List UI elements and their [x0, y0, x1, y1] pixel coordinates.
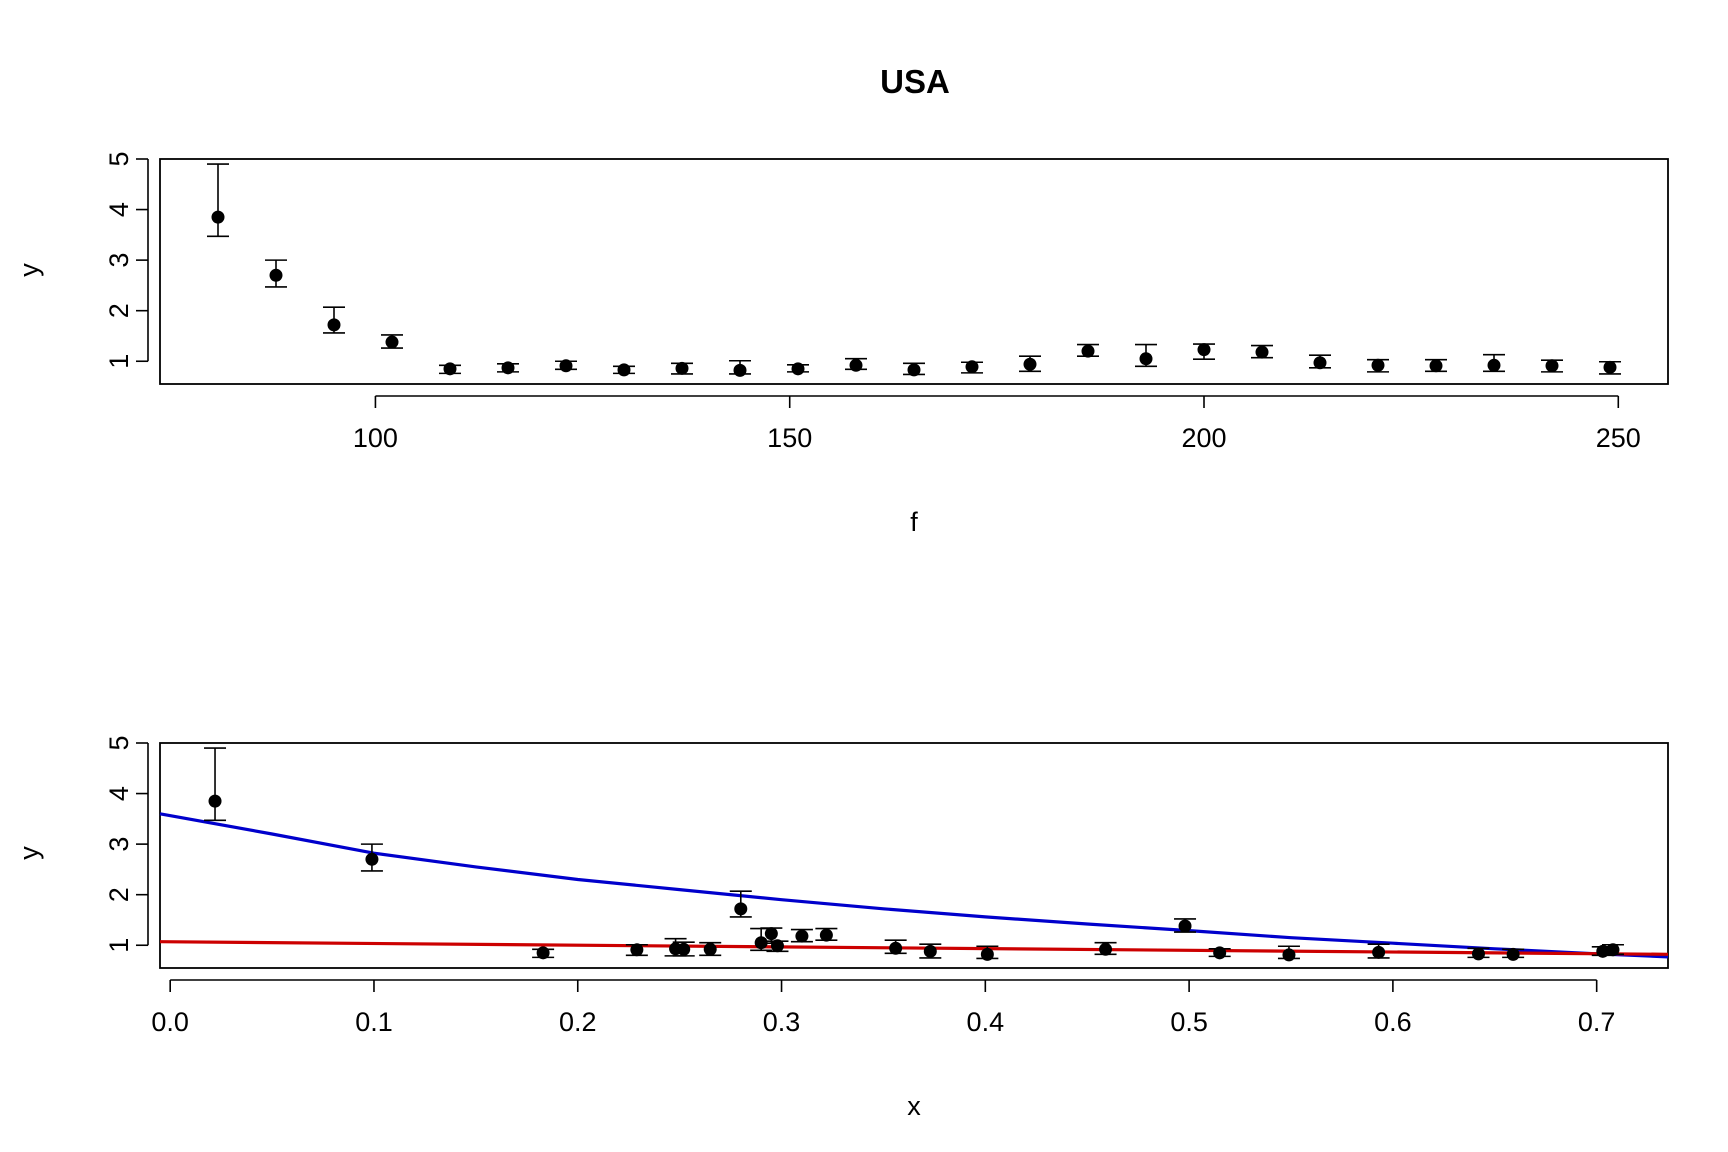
y-tick-label: 5	[104, 735, 134, 750]
y-tick-label: 4	[104, 202, 134, 217]
data-point	[819, 928, 833, 942]
data-point	[385, 335, 399, 349]
data-point	[536, 946, 550, 960]
y-tick-label: 3	[104, 253, 134, 268]
data-point	[1023, 357, 1037, 371]
y-axis: 1 2 3 4 5	[104, 735, 149, 953]
data-point	[1282, 948, 1296, 962]
data-point	[791, 362, 805, 376]
data-point	[764, 927, 778, 941]
y-tick-label: 2	[104, 887, 134, 902]
data-point	[795, 929, 809, 943]
data-point	[677, 942, 691, 956]
data-point	[1099, 942, 1113, 956]
data-point	[327, 318, 341, 332]
data-point	[1545, 359, 1559, 373]
x-tick-label: 150	[767, 423, 812, 453]
data-point	[703, 942, 717, 956]
data-point	[675, 361, 689, 375]
data-point	[1506, 947, 1520, 961]
data-point	[1372, 945, 1386, 959]
x-tick-label: 0.4	[967, 1007, 1005, 1037]
y-tick-label: 5	[104, 151, 134, 166]
x-axis-title: f	[910, 507, 918, 537]
y-axis-title: y	[14, 846, 44, 860]
data-series	[207, 163, 1621, 377]
data-point	[365, 852, 379, 866]
bottom-panel: x y 0.0 0.1 0.2 0.3 0.4 0.5 0.6 0.7 1 2 3 4 5	[14, 735, 1669, 1121]
x-axis-title: x	[907, 1091, 921, 1121]
data-point	[1429, 359, 1443, 373]
plot-frame	[159, 158, 1669, 385]
fit-curve-blue	[159, 812, 1669, 959]
top-panel: f y 100 150 200 250 1 2 3 4 5	[14, 151, 1669, 537]
data-point	[630, 943, 644, 957]
data-point	[907, 363, 921, 377]
x-tick-label: 0.0	[151, 1007, 189, 1037]
y-axis-title: y	[14, 263, 44, 277]
y-tick-label: 4	[104, 786, 134, 801]
data-point	[1371, 358, 1385, 372]
x-tick-label: 0.3	[763, 1007, 801, 1037]
x-tick-label: 0.7	[1578, 1007, 1616, 1037]
x-tick-label: 0.5	[1170, 1007, 1208, 1037]
data-point	[734, 902, 748, 916]
data-point	[733, 363, 747, 377]
data-point	[1471, 947, 1485, 961]
x-tick-label: 200	[1181, 423, 1226, 453]
data-point	[1606, 943, 1620, 957]
data-point	[849, 358, 863, 372]
y-tick-label: 1	[104, 354, 134, 369]
data-point	[1213, 946, 1227, 960]
y-tick-label: 1	[104, 938, 134, 953]
data-point	[559, 359, 573, 373]
data-point	[980, 947, 994, 961]
data-point	[1255, 345, 1269, 359]
data-point	[211, 210, 225, 224]
x-axis: 100 150 200 250	[353, 395, 1641, 453]
x-tick-label: 0.6	[1374, 1007, 1412, 1037]
x-tick-label: 250	[1596, 423, 1641, 453]
y-tick-label: 2	[104, 303, 134, 318]
data-point	[208, 794, 222, 808]
x-tick-label: 0.1	[355, 1007, 393, 1037]
data-point	[889, 941, 903, 955]
data-point	[1178, 919, 1192, 933]
data-point	[1603, 360, 1617, 374]
fit-line-red	[159, 940, 1669, 956]
x-tick-label: 100	[353, 423, 398, 453]
plot-frame	[159, 742, 1669, 969]
y-axis: 1 2 3 4 5	[104, 151, 149, 369]
data-point	[923, 944, 937, 958]
data-point	[1487, 358, 1501, 372]
data-point	[770, 939, 784, 953]
y-tick-label: 3	[104, 837, 134, 852]
data-point	[443, 362, 457, 376]
data-point	[269, 268, 283, 282]
x-tick-label: 0.2	[559, 1007, 597, 1037]
data-point	[1081, 344, 1095, 358]
data-point	[1197, 343, 1211, 357]
data-point	[617, 363, 631, 377]
data-point	[965, 360, 979, 374]
data-point	[1139, 352, 1153, 366]
x-axis: 0.0 0.1 0.2 0.3 0.4 0.5 0.6 0.7	[151, 979, 1616, 1037]
data-point	[501, 361, 515, 375]
data-series	[204, 747, 1624, 962]
chart-title: USA	[880, 63, 950, 100]
data-point	[1313, 356, 1327, 370]
